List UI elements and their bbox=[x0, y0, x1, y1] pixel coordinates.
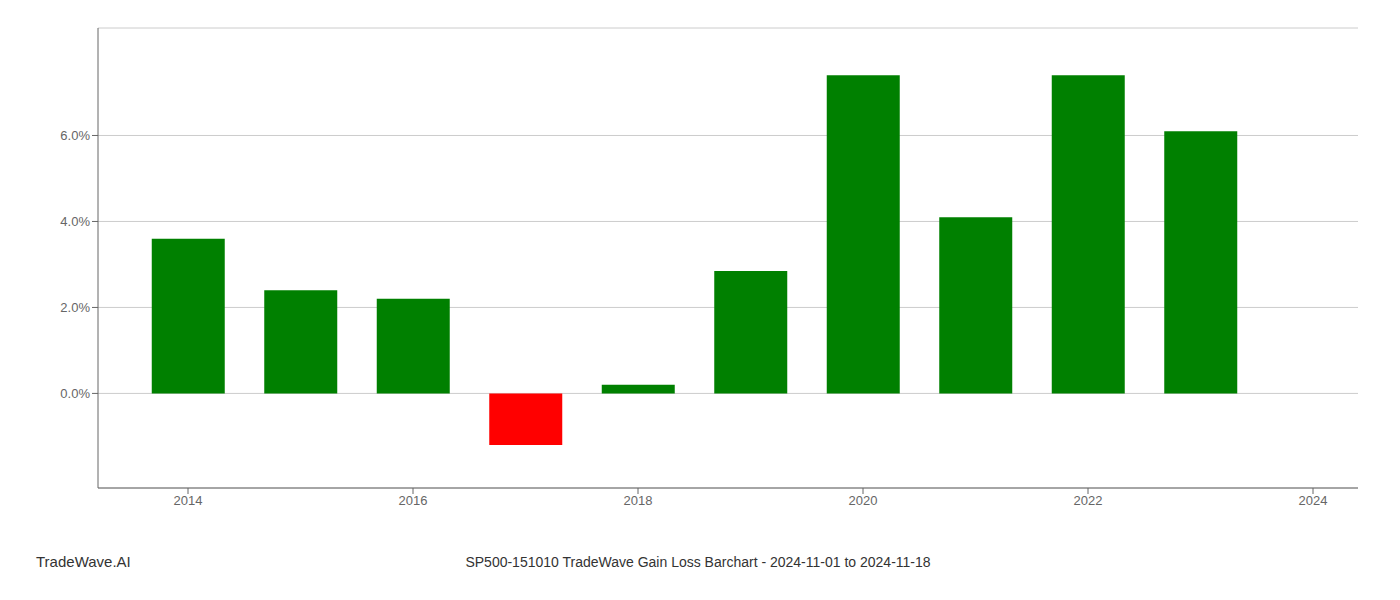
svg-text:2018: 2018 bbox=[624, 493, 653, 508]
html-text:TradeWave.AI: TradeWave.AI bbox=[36, 553, 131, 570]
svg-text:4.0%: 4.0% bbox=[60, 214, 90, 229]
svg-text:2020: 2020 bbox=[849, 493, 878, 508]
svg-text:2016: 2016 bbox=[399, 493, 428, 508]
html-text:SP500-151010 TradeWave Gain Lo: SP500-151010 TradeWave Gain Loss Barchar… bbox=[465, 554, 931, 570]
svg-text:2024: 2024 bbox=[1299, 493, 1328, 508]
svg-text:2022: 2022 bbox=[1074, 493, 1103, 508]
svg-text:2.0%: 2.0% bbox=[60, 300, 90, 315]
svg-text:2014: 2014 bbox=[174, 493, 203, 508]
svg-text:0.0%: 0.0% bbox=[60, 386, 90, 401]
svg-text:6.0%: 6.0% bbox=[60, 128, 90, 143]
